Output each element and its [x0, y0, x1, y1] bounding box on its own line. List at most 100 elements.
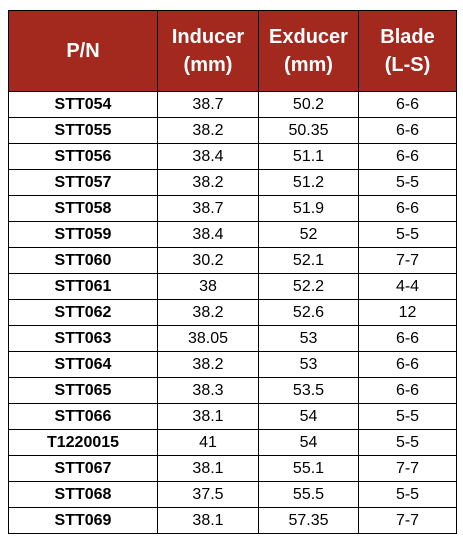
part-number: STT065 — [8, 377, 158, 404]
header-cell: Exducer (mm) — [258, 10, 359, 92]
part-number: STT063 — [8, 325, 158, 352]
cell: 6-6 — [358, 325, 457, 352]
table-row: STT060 30.2 52.1 7-7 — [8, 247, 457, 274]
cell: 5-5 — [358, 403, 457, 430]
cell: 57.35 — [258, 507, 359, 534]
cell: 38.2 — [157, 169, 259, 196]
cell: 53.5 — [258, 377, 359, 404]
cell: 6-6 — [358, 195, 457, 222]
header-text: (L-S) — [384, 54, 431, 76]
cell: 38.2 — [157, 117, 259, 144]
cell: 6-6 — [358, 91, 457, 118]
part-number: STT056 — [8, 143, 158, 170]
table-row: STT069 38.1 57.35 7-7 — [8, 507, 457, 534]
cell: 38.4 — [157, 143, 259, 170]
part-number: STT069 — [8, 507, 158, 534]
part-number: STT062 — [8, 299, 158, 326]
cell: 6-6 — [358, 143, 457, 170]
cell: 51.2 — [258, 169, 359, 196]
cell: 4-4 — [358, 273, 457, 300]
part-number: STT060 — [8, 247, 158, 274]
table-row: STT057 38.2 51.2 5-5 — [8, 169, 457, 196]
cell: 41 — [157, 429, 259, 456]
cell: 52.1 — [258, 247, 359, 274]
cell: 5-5 — [358, 169, 457, 196]
header-text: (mm) — [284, 54, 333, 76]
cell: 38.1 — [157, 403, 259, 430]
cell: 54 — [258, 429, 359, 456]
cell: 53 — [258, 351, 359, 378]
part-number: STT068 — [8, 481, 158, 508]
cell: 30.2 — [157, 247, 259, 274]
part-number: T1220015 — [8, 429, 158, 456]
cell: 6-6 — [358, 351, 457, 378]
header-text: Inducer — [171, 26, 245, 48]
table-row: STT056 38.4 51.1 6-6 — [8, 143, 457, 170]
cell: 38.05 — [157, 325, 259, 352]
table-row: STT058 38.7 51.9 6-6 — [8, 195, 457, 222]
cell: 38.3 — [157, 377, 259, 404]
table-row: STT062 38.2 52.6 12 — [8, 299, 457, 326]
part-number: STT059 — [8, 221, 158, 248]
cell: 52.6 — [258, 299, 359, 326]
cell: 50.2 — [258, 91, 359, 118]
cell: 7-7 — [358, 455, 457, 482]
spec-table: P/N Inducer (mm) Exducer (mm) Blade (L-S) STT0… — [8, 10, 457, 534]
cell: 50.35 — [258, 117, 359, 144]
header-text: Exducer — [269, 26, 348, 48]
cell: 7-7 — [358, 507, 457, 534]
cell: 38.7 — [157, 195, 259, 222]
cell: 51.9 — [258, 195, 359, 222]
cell: 55.5 — [258, 481, 359, 508]
header-text: Blade — [380, 26, 435, 48]
part-number: STT067 — [8, 455, 158, 482]
cell: 5-5 — [358, 429, 457, 456]
cell: 38.2 — [157, 351, 259, 378]
table-row: STT065 38.3 53.5 6-6 — [8, 377, 457, 404]
header-row: P/N Inducer (mm) Exducer (mm) Blade (L-S) — [8, 10, 457, 92]
table-row: STT054 38.7 50.2 6-6 — [8, 91, 457, 118]
header-cell: Inducer (mm) — [157, 10, 259, 92]
cell: 38.4 — [157, 221, 259, 248]
cell: 7-7 — [358, 247, 457, 274]
part-number: STT066 — [8, 403, 158, 430]
cell: 54 — [258, 403, 359, 430]
table-row: T1220015 41 54 5-5 — [8, 429, 457, 456]
table-row: STT059 38.4 52 5-5 — [8, 221, 457, 248]
cell: 51.1 — [258, 143, 359, 170]
cell: 52 — [258, 221, 359, 248]
cell: 52.2 — [258, 273, 359, 300]
header-text: P/N — [66, 40, 100, 62]
cell: 6-6 — [358, 117, 457, 144]
table-row: STT064 38.2 53 6-6 — [8, 351, 457, 378]
table-body: STT054 38.7 50.2 6-6 STT055 38.2 50.35 6-6 STT05… — [8, 91, 457, 534]
cell: 12 — [358, 299, 457, 326]
part-number: STT064 — [8, 351, 158, 378]
header-cell: Blade (L-S) — [358, 10, 457, 92]
table-row: STT061 38 52.2 4-4 — [8, 273, 457, 300]
cell: 6-6 — [358, 377, 457, 404]
part-number: STT061 — [8, 273, 158, 300]
cell: 53 — [258, 325, 359, 352]
header-text: (mm) — [183, 54, 233, 76]
table-row: STT063 38.05 53 6-6 — [8, 325, 457, 352]
cell: 38.1 — [157, 455, 259, 482]
cell: 37.5 — [157, 481, 259, 508]
cell: 38.1 — [157, 507, 259, 534]
table-row: STT055 38.2 50.35 6-6 — [8, 117, 457, 144]
cell: 55.1 — [258, 455, 359, 482]
part-number: STT057 — [8, 169, 158, 196]
header-cell: P/N — [8, 10, 158, 92]
table-row: STT066 38.1 54 5-5 — [8, 403, 457, 430]
cell: 5-5 — [358, 481, 457, 508]
cell: 38 — [157, 273, 259, 300]
cell: 38.2 — [157, 299, 259, 326]
cell: 5-5 — [358, 221, 457, 248]
table-row: STT067 38.1 55.1 7-7 — [8, 455, 457, 482]
part-number: STT058 — [8, 195, 158, 222]
part-number: STT055 — [8, 117, 158, 144]
table-row: STT068 37.5 55.5 5-5 — [8, 481, 457, 508]
part-number: STT054 — [8, 91, 158, 118]
cell: 38.7 — [157, 91, 259, 118]
